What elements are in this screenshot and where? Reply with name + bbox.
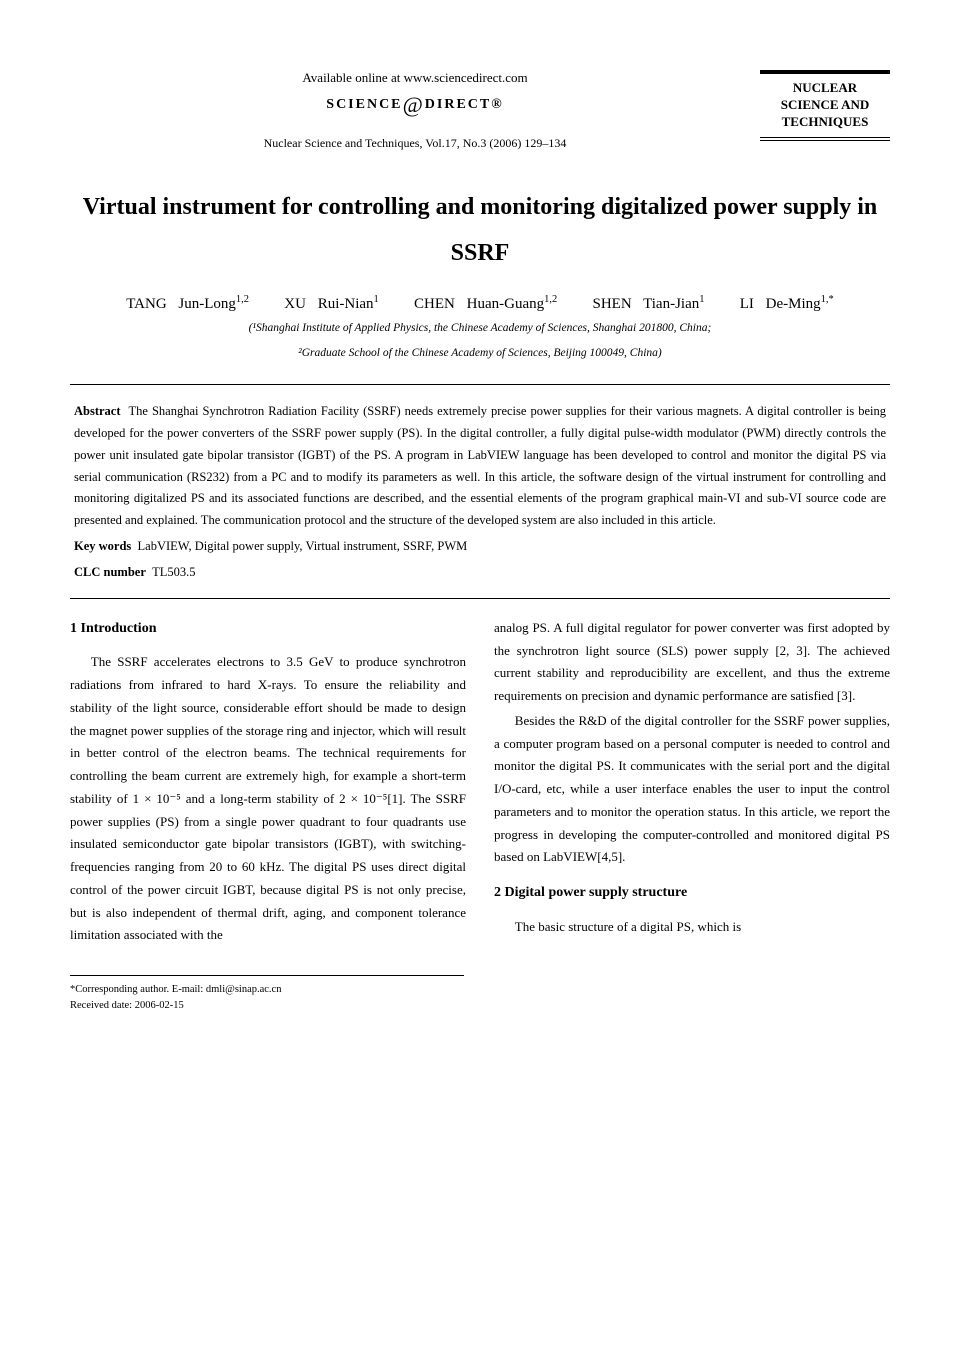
right-column: analog PS. A full digital regulator for … <box>494 617 890 949</box>
affiliation-line: (¹Shanghai Institute of Applied Physics,… <box>70 319 890 337</box>
author: CHEN Huan-Guang1,2 <box>414 296 557 312</box>
body-paragraph: Besides the R&D of the digital controlle… <box>494 710 890 869</box>
journal-reference: Nuclear Science and Techniques, Vol.17, … <box>70 136 760 151</box>
keywords-label: Key words <box>74 539 131 553</box>
body-paragraph: The basic structure of a digital PS, whi… <box>494 916 890 939</box>
author: SHEN Tian-Jian1 <box>592 296 704 312</box>
section-heading-1: 1 Introduction <box>70 617 466 642</box>
body-paragraph: The SSRF accelerates electrons to 3.5 Ge… <box>70 651 466 947</box>
header-left: Available online at www.sciencedirect.co… <box>70 70 760 151</box>
author: TANG Jun-Long1,2 <box>126 296 249 312</box>
body-paragraph: analog PS. A full digital regulator for … <box>494 617 890 708</box>
clc-label: CLC number <box>74 565 146 579</box>
footnotes: *Corresponding author. E-mail: dmli@sina… <box>70 975 464 1014</box>
sd-text-right: DIRECT® <box>425 97 504 112</box>
affiliation-line: ²Graduate School of the Chinese Academy … <box>70 344 890 362</box>
clc-line: CLC number TL503.5 <box>74 562 886 584</box>
abstract-label: Abstract <box>74 404 121 418</box>
abstract-block: Abstract The Shanghai Synchrotron Radiat… <box>70 384 890 599</box>
section-heading-2: 2 Digital power supply structure <box>494 881 890 906</box>
author-list: TANG Jun-Long1,2 XU Rui-Nian1 CHEN Huan-… <box>70 294 890 313</box>
sd-at-icon: @ <box>403 92 425 117</box>
body-columns: 1 Introduction The SSRF accelerates elec… <box>70 617 890 949</box>
keywords-line: Key words LabVIEW, Digital power supply,… <box>74 536 886 558</box>
available-online-text: Available online at www.sciencedirect.co… <box>70 70 760 86</box>
received-date-note: Received date: 2006-02-15 <box>70 998 464 1014</box>
author: XU Rui-Nian1 <box>284 296 379 312</box>
paper-title: Virtual instrument for controlling and m… <box>70 185 890 276</box>
author: LI De-Ming1,* <box>740 296 834 312</box>
corresponding-author-note: *Corresponding author. E-mail: dmli@sina… <box>70 982 464 998</box>
title-block: Virtual instrument for controlling and m… <box>70 185 890 362</box>
abstract-text: The Shanghai Synchrotron Radiation Facil… <box>74 404 886 527</box>
left-column: 1 Introduction The SSRF accelerates elec… <box>70 617 466 949</box>
sd-text-left: SCIENCE <box>326 97 402 112</box>
keywords-text: LabVIEW, Digital power supply, Virtual i… <box>138 539 468 553</box>
journal-title-box: NUCLEAR SCIENCE AND TECHNIQUES <box>760 70 890 141</box>
clc-text: TL503.5 <box>152 565 195 579</box>
sciencedirect-logo: SCIENCE@DIRECT® <box>70 92 760 118</box>
page-header: Available online at www.sciencedirect.co… <box>70 70 890 151</box>
